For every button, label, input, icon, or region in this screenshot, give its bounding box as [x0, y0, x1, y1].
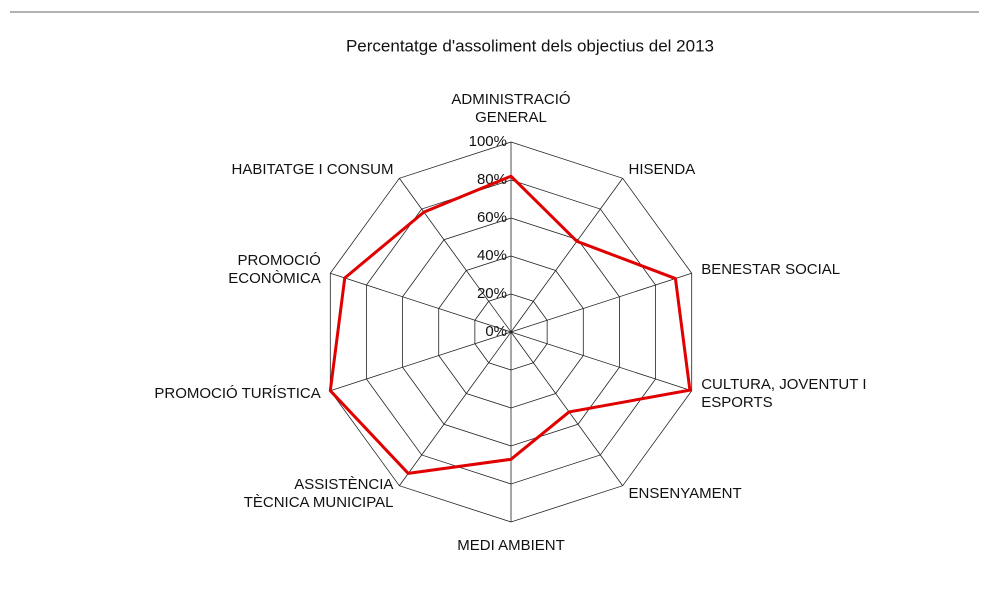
y-tick-label: 80%	[477, 171, 507, 188]
category-label: ASSISTÈNCIA TÈCNICA MUNICIPAL	[244, 476, 394, 511]
series-line	[328, 174, 692, 475]
y-tick-label: 60%	[477, 209, 507, 226]
spoke	[510, 331, 624, 486]
category-label: ENSENYAMENT	[629, 485, 742, 502]
spoke	[510, 272, 692, 333]
category-label: HABITATGE I CONSUM	[231, 161, 393, 178]
spoke	[510, 331, 692, 392]
y-tick-label: 0%	[485, 323, 507, 340]
spoke	[330, 272, 512, 333]
spoke	[398, 331, 512, 486]
category-label: PROMOCIÓ ECONÒMICA	[228, 252, 321, 287]
y-tick-label: 20%	[477, 285, 507, 302]
category-label: CULTURA, JOVENTUT I ESPORTS	[701, 376, 866, 411]
category-label: MEDI AMBIENT	[457, 537, 565, 554]
spoke	[510, 178, 624, 333]
y-tick-label: 100%	[469, 133, 507, 150]
spoke	[398, 178, 512, 333]
category-label: BENESTAR SOCIAL	[701, 261, 840, 278]
category-label: ADMINISTRACIÓ GENERAL	[451, 91, 570, 126]
category-label: PROMOCIÓ TURÍSTICA	[154, 385, 320, 402]
spoke	[330, 331, 512, 392]
category-label: HISENDA	[629, 161, 696, 178]
y-tick-label: 40%	[477, 247, 507, 264]
chart-title: Percentatge d'assoliment dels objectius …	[346, 36, 714, 55]
